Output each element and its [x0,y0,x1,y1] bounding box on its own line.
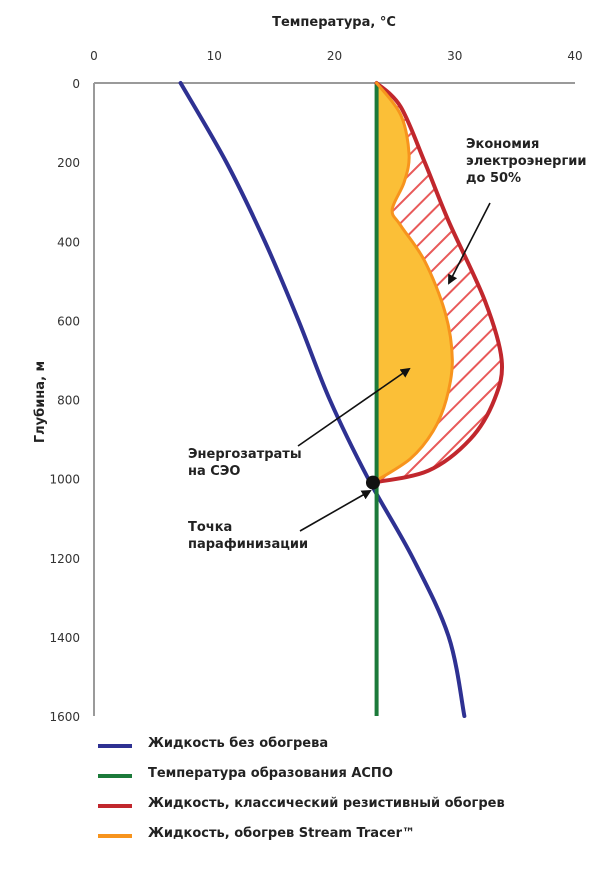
annotation-savings-line-3: до 50% [466,171,521,186]
x-tick-label: 20 [327,49,342,63]
legend-label-stream-tracer: Жидкость, обогрев Stream Tracer™ [148,826,416,841]
legend-swatch-aspo-formation [98,774,132,778]
y-tick-label: 400 [57,235,80,249]
x-tick-label: 40 [567,49,582,63]
annotation-energy: Энергозатраты на СЭО [188,447,306,479]
y-tick-label: 1400 [49,631,80,645]
legend-swatch-resistive-heating [98,804,132,808]
series-line-no-heating [178,81,467,718]
paraffin-point-marker [365,475,380,490]
x-tick-label: 10 [207,49,222,63]
y-axis-title: Глубина, м [33,361,48,443]
x-tick-label: 0 [90,49,98,63]
annotation-paraffin-line-1: Точка [188,520,232,535]
x-tick-label: 30 [447,49,462,63]
annotation-arrow-savings [448,202,491,285]
annotation-paraffin-line-2: парафинизации [188,537,308,552]
legend-swatch-no-heating [98,744,132,748]
annotation-arrow-energy [297,367,411,447]
annotation-savings-line-1: Экономия [466,137,539,152]
legend-swatch-stream-tracer [98,834,132,838]
annotation-energy-line-2: на СЭО [188,464,240,479]
legend-label-resistive-heating: Жидкость, классический резистивный обогр… [148,796,505,811]
series-line-resistive-heating [370,81,505,485]
y-tick-label: 800 [57,394,80,408]
energy-cost-region [372,83,453,483]
y-tick-label: 1000 [49,473,80,487]
legend-label-aspo-formation: Температура образования АСПО [148,766,393,781]
y-tick-label: 1600 [49,710,80,724]
series-line-stream-tracer [371,81,454,485]
y-tick-labels: 0 200 400 600 800 1000 1200 1400 1600 [49,77,80,724]
annotation-savings-line-2: электроэнергии [466,154,586,169]
legend-label-no-heating: Жидкость без обогрева [148,736,329,751]
depth-temperature-chart: Температура, °C Глубина, м 0 10 20 30 40 0 20… [33,15,591,724]
y-tick-label: 200 [57,156,80,170]
y-tick-label: 0 [72,77,80,91]
annotation-energy-line-1: Энергозатраты [188,447,302,462]
annotation-savings: Экономия электроэнергии до 50% [466,137,591,186]
annotation-arrow-paraffin [299,490,372,532]
annotation-paraffin: Точка парафинизации [188,520,308,552]
y-tick-label: 600 [57,314,80,328]
y-tick-label: 1200 [49,552,80,566]
x-axis-title: Температура, °C [272,15,396,30]
x-tick-labels: 0 10 20 30 40 [90,49,582,63]
